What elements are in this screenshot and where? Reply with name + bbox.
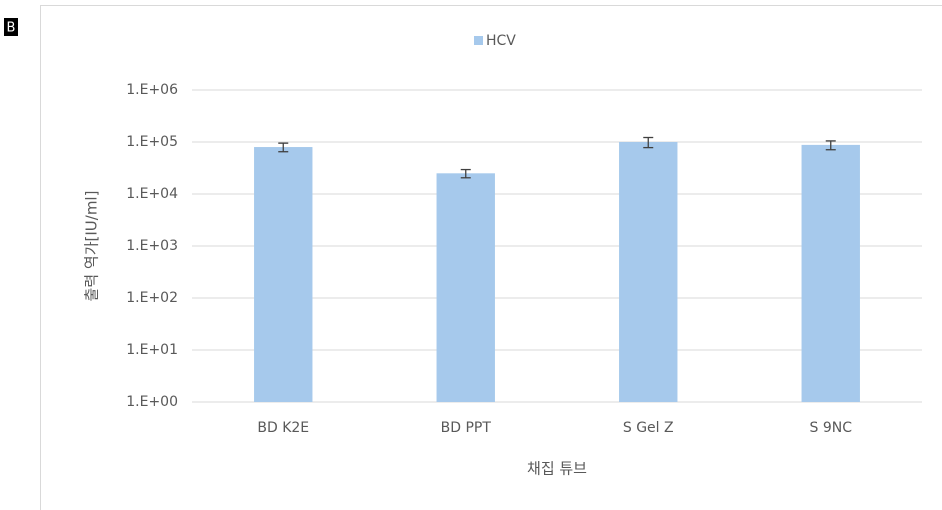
x-tick-label: BD PPT	[441, 420, 492, 436]
x-tick-label: S 9NC	[810, 420, 853, 436]
y-tick-label: 1.E+03	[126, 238, 178, 254]
bar	[254, 147, 313, 402]
panel-label-box	[4, 18, 18, 36]
y-tick-label: 1.E+04	[126, 186, 178, 202]
bar	[801, 144, 860, 402]
y-axis-label: 출력 역가[IU/ml]	[83, 191, 101, 302]
y-tick-label: 1.E+06	[126, 82, 178, 98]
y-tick-label: 1.E+02	[126, 290, 178, 306]
y-tick-label: 1.E+05	[126, 134, 178, 150]
panel-label: B	[7, 21, 16, 36]
x-tick-label: BD K2E	[257, 420, 309, 436]
legend-swatch	[474, 36, 483, 45]
x-axis-label: 채집 튜브	[527, 460, 587, 478]
legend-label: HCV	[486, 33, 516, 49]
y-tick-label: 1.E+00	[126, 394, 178, 410]
y-tick-label: 1.E+01	[126, 342, 178, 358]
bar	[436, 173, 495, 402]
x-tick-label: S Gel Z	[623, 420, 674, 436]
bar	[619, 142, 678, 402]
